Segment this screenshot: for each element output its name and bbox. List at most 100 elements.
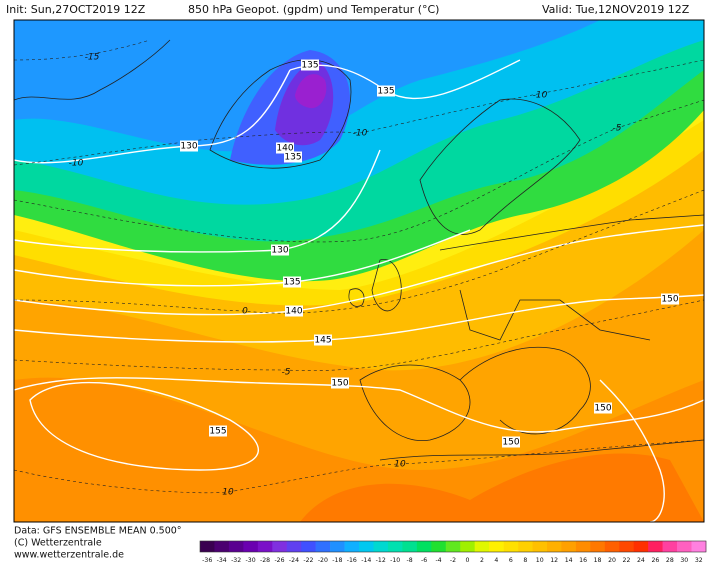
colorbar-label: -20	[318, 557, 328, 564]
colorbar-swatch	[546, 541, 562, 552]
geopotential-label: 150	[331, 379, 348, 389]
colorbar-swatch	[662, 541, 678, 552]
geopotential-label-box	[502, 436, 520, 448]
colorbar-swatch	[460, 541, 475, 552]
colorbar-label: -12	[376, 557, 386, 564]
colorbar-label: -26	[274, 557, 284, 564]
colorbar-label: -10	[390, 557, 400, 564]
geopotential-label: 150	[661, 295, 678, 305]
colorbar-label: -6	[421, 557, 427, 564]
colorbar-label: -4	[435, 557, 441, 564]
colorbar-swatch	[402, 541, 418, 552]
colorbar-label: 20	[608, 557, 616, 564]
geopotential-label: 135	[301, 61, 318, 71]
geopotential-label: 130	[271, 246, 288, 256]
geopotential-label: 135	[283, 278, 300, 288]
temperature-label: -5	[613, 124, 622, 134]
geopotential-label: 155	[209, 427, 226, 437]
colorbar-swatch	[286, 541, 302, 552]
colorbar-swatch	[431, 541, 447, 552]
colorbar-swatch	[503, 541, 519, 552]
colorbar-swatch	[243, 541, 259, 552]
colorbar-swatch	[633, 541, 649, 552]
colorbar-swatch	[315, 541, 331, 552]
geopotential-label-box	[285, 305, 303, 317]
temperature-label: 0	[242, 307, 248, 317]
colorbar-swatch	[590, 541, 606, 552]
geopotential-label-box	[314, 334, 332, 346]
geopotential-label: 145	[314, 336, 331, 346]
colorbar-label: 30	[680, 557, 688, 564]
colorbar-label: -24	[289, 557, 299, 564]
geopotential-label: 135	[377, 87, 394, 97]
data-source: Data: GFS ENSEMBLE MEAN 0.500°	[14, 526, 182, 537]
colorbar-swatch	[619, 541, 635, 552]
colorbar-swatch	[272, 541, 288, 552]
colorbar-label: -18	[332, 557, 342, 564]
colorbar-swatch	[677, 541, 692, 552]
map-frame	[13, 19, 705, 523]
colorbar-label: -14	[361, 557, 371, 564]
temperature-label: -10	[353, 129, 368, 139]
geopotential-label-box	[301, 59, 319, 71]
colorbar-swatch	[416, 541, 432, 552]
colorbar-label: 14	[565, 557, 573, 564]
colorbar-swatch	[604, 541, 620, 552]
colorbar-swatch	[532, 541, 548, 552]
geopotential-label-box	[283, 276, 301, 288]
colorbar-swatch	[474, 541, 490, 552]
valid-time: Valid: Tue,12NOV2019 12Z	[542, 3, 690, 16]
colorbar-label: 32	[695, 557, 703, 564]
colorbar-label: 10	[536, 557, 544, 564]
colorbar-swatch	[561, 541, 577, 552]
colorbar-swatch	[518, 541, 533, 552]
geopotential-label: 150	[502, 438, 519, 448]
geopotential-label-box	[209, 425, 227, 437]
geopotential-label-box	[331, 377, 349, 389]
colorbar-label: -8	[407, 557, 413, 564]
temperature-label: -10	[69, 159, 84, 169]
colorbar-swatch	[359, 541, 374, 552]
colorbar-label: 18	[594, 557, 602, 564]
colorbar-swatch	[214, 541, 230, 552]
init-time: Init: Sun,27OCT2019 12Z	[6, 3, 146, 16]
colorbar-label: -36	[202, 557, 212, 564]
geopotential-label-box	[594, 402, 612, 414]
geopotential-label-box	[271, 244, 289, 256]
geopotential-label: 140	[276, 144, 293, 154]
colorbar-label: -16	[347, 557, 357, 564]
colorbar-swatch	[445, 541, 461, 552]
colorbar-label: 8	[523, 557, 527, 564]
colorbar-swatch	[257, 541, 273, 552]
copyright: (C) Wetterzentrale	[14, 538, 102, 549]
colorbar-label: 22	[623, 557, 631, 564]
map-title: 850 hPa Geopot. (gpdm) und Temperatur (°…	[188, 3, 439, 16]
colorbar-label: 4	[494, 557, 498, 564]
colorbar-swatch	[691, 541, 707, 552]
geopotential-label-box	[180, 140, 198, 152]
colorbar-swatch	[575, 541, 591, 552]
geopotential-label: 135	[284, 153, 301, 163]
colorbar-swatch	[330, 541, 345, 552]
geopotential-label-box	[276, 142, 294, 154]
colorbar-label: 26	[651, 557, 659, 564]
colorbar-swatch	[373, 541, 389, 552]
geopotential-label: 150	[594, 404, 611, 414]
geopotential-label: 130	[180, 142, 197, 152]
temperature-label: 10	[222, 488, 234, 498]
colorbar-label: -32	[231, 557, 241, 564]
colorbar-label: -30	[246, 557, 256, 564]
temperature-label: -10	[533, 91, 548, 101]
colorbar-label: -34	[217, 557, 227, 564]
colorbar-label: 16	[579, 557, 587, 564]
colorbar-label: 24	[637, 557, 645, 564]
colorbar: -36 -34 -32 -30 -28 -26 -24 -22 -20 -18 -16 -14 -12-…	[199, 540, 707, 564]
colorbar-label: -2	[450, 557, 456, 564]
geopotential-label-box	[284, 151, 302, 163]
temperature-label: -5	[282, 368, 291, 378]
colorbar-frame	[199, 540, 707, 553]
colorbar-swatch	[387, 541, 403, 552]
colorbar-label: 28	[666, 557, 674, 564]
